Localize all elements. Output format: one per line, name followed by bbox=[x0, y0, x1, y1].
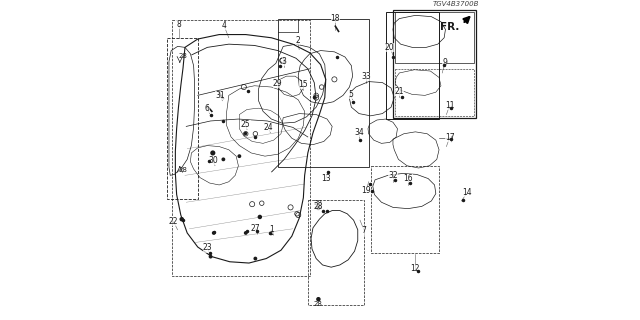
Text: 28: 28 bbox=[314, 200, 323, 206]
Text: TGV4B3700B: TGV4B3700B bbox=[433, 1, 479, 7]
Text: 6: 6 bbox=[205, 104, 210, 113]
Text: 29: 29 bbox=[273, 79, 283, 88]
Text: 7: 7 bbox=[362, 226, 367, 235]
Text: 1: 1 bbox=[269, 225, 274, 234]
Text: 13: 13 bbox=[321, 174, 331, 183]
Text: 30: 30 bbox=[208, 156, 218, 165]
Text: 17: 17 bbox=[445, 133, 454, 142]
Circle shape bbox=[253, 257, 257, 260]
Text: 28: 28 bbox=[179, 167, 188, 172]
Text: 3: 3 bbox=[282, 57, 287, 66]
Text: 5: 5 bbox=[348, 90, 353, 99]
Bar bbox=[396, 69, 474, 116]
Circle shape bbox=[179, 217, 184, 221]
Bar bbox=[167, 38, 198, 199]
Text: 32: 32 bbox=[388, 171, 398, 180]
Circle shape bbox=[316, 206, 321, 210]
Text: 21: 21 bbox=[395, 87, 404, 96]
Text: 14: 14 bbox=[462, 188, 472, 197]
Text: 15: 15 bbox=[298, 80, 308, 89]
Circle shape bbox=[269, 231, 274, 235]
Text: 27: 27 bbox=[250, 224, 260, 233]
Bar bbox=[393, 10, 476, 118]
Circle shape bbox=[212, 231, 216, 235]
Circle shape bbox=[316, 297, 321, 301]
Circle shape bbox=[258, 215, 262, 219]
Text: FR.: FR. bbox=[440, 22, 460, 32]
Circle shape bbox=[244, 231, 248, 235]
Text: 24: 24 bbox=[263, 123, 273, 132]
Text: 16: 16 bbox=[403, 174, 413, 183]
Text: 23: 23 bbox=[202, 244, 212, 252]
Text: 9: 9 bbox=[442, 58, 447, 67]
Text: 28: 28 bbox=[314, 301, 323, 307]
Text: 4: 4 bbox=[221, 21, 227, 30]
Text: 34: 34 bbox=[354, 128, 364, 137]
Text: 11: 11 bbox=[445, 101, 454, 110]
Text: 28: 28 bbox=[314, 202, 323, 211]
Text: 19: 19 bbox=[362, 186, 371, 195]
Text: 12: 12 bbox=[411, 264, 420, 273]
Text: 31: 31 bbox=[215, 91, 225, 100]
Text: 8: 8 bbox=[176, 20, 181, 29]
Text: 28: 28 bbox=[179, 53, 188, 59]
Text: 18: 18 bbox=[331, 14, 340, 23]
Bar bbox=[308, 200, 364, 305]
Text: 20: 20 bbox=[385, 43, 395, 52]
Bar bbox=[371, 166, 439, 253]
Text: 2: 2 bbox=[295, 36, 300, 45]
Circle shape bbox=[209, 255, 212, 259]
Bar bbox=[278, 19, 369, 167]
Bar bbox=[385, 12, 439, 119]
Text: 25: 25 bbox=[241, 120, 251, 129]
Bar bbox=[172, 20, 310, 276]
Text: 22: 22 bbox=[169, 217, 178, 226]
Bar bbox=[396, 12, 474, 63]
Circle shape bbox=[221, 157, 225, 161]
Circle shape bbox=[210, 150, 215, 156]
Text: 33: 33 bbox=[362, 72, 371, 81]
Circle shape bbox=[237, 154, 241, 158]
